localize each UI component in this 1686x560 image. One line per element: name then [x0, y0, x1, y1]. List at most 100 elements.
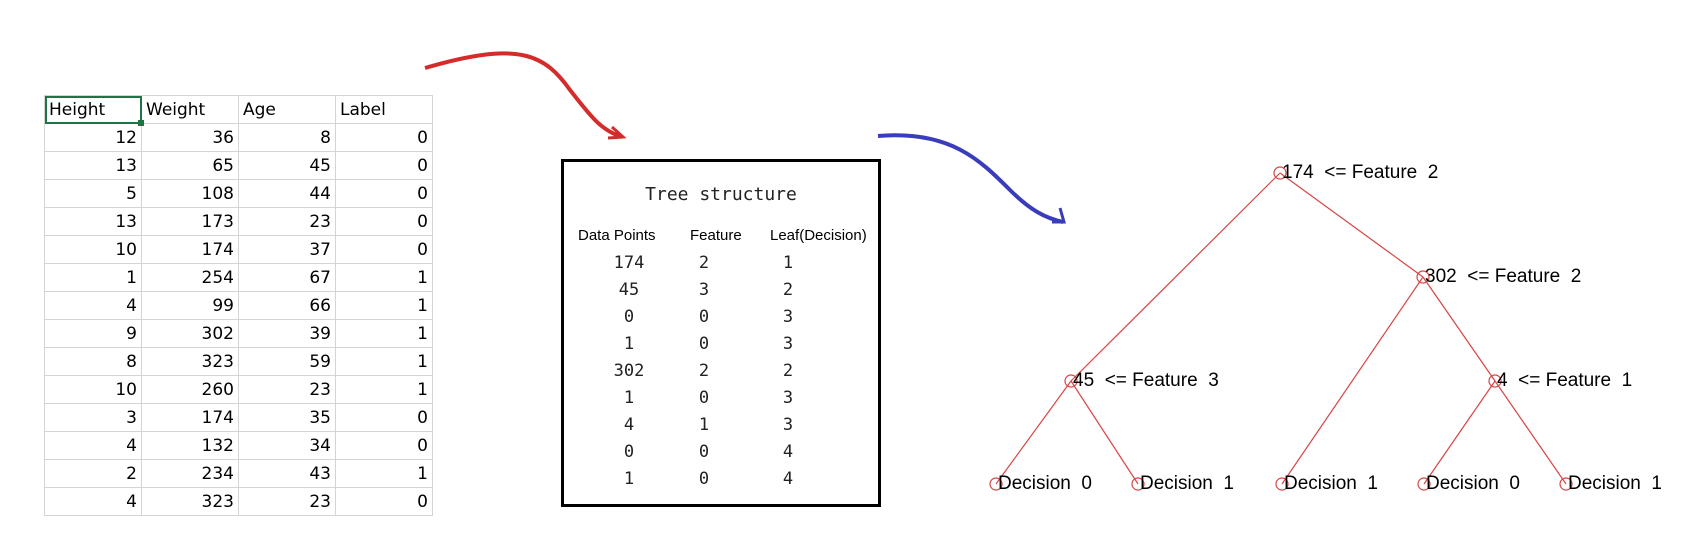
edge-right-leaf3: [1281, 276, 1424, 485]
table-cell[interactable]: 4: [44, 291, 142, 320]
node-root-label: 174 <= Feature 2: [1282, 162, 1439, 183]
leaf-value: 2: [782, 361, 794, 381]
table-row: 1 254 67 1: [44, 263, 433, 292]
table-cell[interactable]: 59: [238, 347, 336, 376]
feature-value: 0: [698, 388, 710, 408]
table-row: 13 65 45 0: [44, 151, 433, 180]
leaf-1-label: Decision 0: [998, 473, 1092, 494]
table-cell[interactable]: 45: [238, 151, 336, 180]
node-root-marker: [1273, 166, 1287, 180]
leaf-value: 2: [782, 280, 794, 300]
tree-structure-title: Tree structure: [645, 184, 797, 205]
table-cell[interactable]: 4: [44, 487, 142, 516]
node-rr-label: 4 <= Feature 1: [1497, 370, 1633, 391]
table-cell[interactable]: 0: [335, 151, 433, 180]
table-cell[interactable]: 174: [141, 403, 239, 432]
header-height[interactable]: Height: [44, 95, 145, 127]
table-cell[interactable]: 0: [335, 431, 433, 460]
table-row: 9 302 39 1: [44, 319, 433, 348]
table-cell[interactable]: 23: [238, 375, 336, 404]
table-cell[interactable]: 1: [335, 459, 433, 488]
table-cell[interactable]: 35: [238, 403, 336, 432]
table-cell[interactable]: 8: [238, 123, 336, 152]
header-feature: Feature: [690, 227, 742, 244]
leaf-3-label: Decision 1: [1284, 473, 1378, 494]
table-row: 8 323 59 1: [44, 347, 433, 376]
table-cell[interactable]: 3: [44, 403, 142, 432]
blue-arrow-head: [1052, 207, 1066, 224]
data-points-column: 174 45 0 1 302 1 4 0 1: [604, 250, 654, 493]
leaf-1-marker: [989, 477, 1003, 491]
table-cell[interactable]: 0: [335, 179, 433, 208]
table-cell[interactable]: 1: [335, 347, 433, 376]
table-cell[interactable]: 9: [44, 319, 142, 348]
table-row: 4 323 23 0: [44, 487, 433, 516]
table-cell[interactable]: 37: [238, 235, 336, 264]
leaf-2-label: Decision 1: [1140, 473, 1234, 494]
edge-left-leaf1: [995, 380, 1072, 485]
data-point-value: 0: [623, 442, 635, 462]
table-cell[interactable]: 2: [44, 459, 142, 488]
edge-rr-leaf5: [1494, 380, 1567, 485]
table-cell[interactable]: 0: [335, 123, 433, 152]
leaf-2-marker: [1131, 477, 1145, 491]
leaf-value: 3: [782, 388, 794, 408]
table-cell[interactable]: 10: [44, 375, 142, 404]
edge-rr-leaf4: [1423, 380, 1496, 485]
table-row: 2 234 43 1: [44, 459, 433, 488]
header-leaf: Leaf(Decision): [770, 227, 867, 244]
leaf-value: 1: [782, 253, 794, 273]
table-cell[interactable]: 0: [335, 487, 433, 516]
blue-arrow: [877, 133, 1064, 224]
feature-value: 2: [698, 361, 710, 381]
table-cell[interactable]: 1: [44, 263, 142, 292]
table-cell[interactable]: 39: [238, 319, 336, 348]
data-point-value: 45: [618, 280, 640, 300]
table-cell[interactable]: 23: [238, 207, 336, 236]
leaf-value: 3: [782, 307, 794, 327]
feature-value: 3: [698, 280, 710, 300]
table-cell[interactable]: 44: [238, 179, 336, 208]
node-right-marker: [1416, 270, 1430, 284]
table-cell[interactable]: 108: [141, 179, 239, 208]
leaf-value: 3: [782, 415, 794, 435]
table-cell[interactable]: 0: [335, 235, 433, 264]
feature-column: 2 3 0 0 2 0 1 0 0: [694, 250, 714, 493]
table-body: 12 36 8 0 13 65 45 0 5 108 44 0 13 173 23 0 10 174 37 0 1 254…: [44, 123, 433, 516]
node-left-marker: [1064, 374, 1078, 388]
table-cell[interactable]: 10: [44, 235, 142, 264]
table-cell[interactable]: 173: [141, 207, 239, 236]
header-label[interactable]: Label: [335, 95, 433, 124]
edge-root-right: [1279, 172, 1424, 278]
feature-value: 0: [698, 442, 710, 462]
header-age[interactable]: Age: [238, 95, 336, 124]
table-cell[interactable]: 36: [141, 123, 239, 152]
table-cell[interactable]: 65: [141, 151, 239, 180]
table-row: 12 36 8 0: [44, 123, 433, 152]
tree-structure-box: Tree structure Data Points Feature Leaf(…: [561, 159, 881, 507]
edge-left-leaf2: [1070, 380, 1139, 485]
table-cell[interactable]: 12: [44, 123, 142, 152]
table-cell[interactable]: 1: [335, 291, 433, 320]
edge-root-left: [1070, 172, 1281, 382]
table-cell[interactable]: 34: [238, 431, 336, 460]
table-cell[interactable]: 43: [238, 459, 336, 488]
table-cell[interactable]: 67: [238, 263, 336, 292]
feature-value: 2: [698, 253, 710, 273]
table-row: 13 173 23 0: [44, 207, 433, 236]
node-right-label: 302 <= Feature 2: [1425, 266, 1582, 287]
data-point-value: 1: [623, 469, 635, 489]
header-row: Height Weight Age Label: [44, 95, 433, 127]
table-cell[interactable]: 66: [238, 291, 336, 320]
data-spreadsheet: Height Weight Age Label 12 36 8 0 13 65 45 0 5 10…: [44, 95, 433, 516]
table-cell[interactable]: 13: [44, 151, 142, 180]
data-point-value: 174: [613, 253, 645, 273]
red-arrow: [424, 51, 623, 139]
data-point-value: 4: [623, 415, 635, 435]
red-arrow-head: [607, 125, 627, 140]
header-weight[interactable]: Weight: [141, 95, 239, 124]
feature-value: 0: [698, 469, 710, 489]
table-cell[interactable]: 5: [44, 179, 142, 208]
edge-right-rr: [1422, 276, 1496, 382]
